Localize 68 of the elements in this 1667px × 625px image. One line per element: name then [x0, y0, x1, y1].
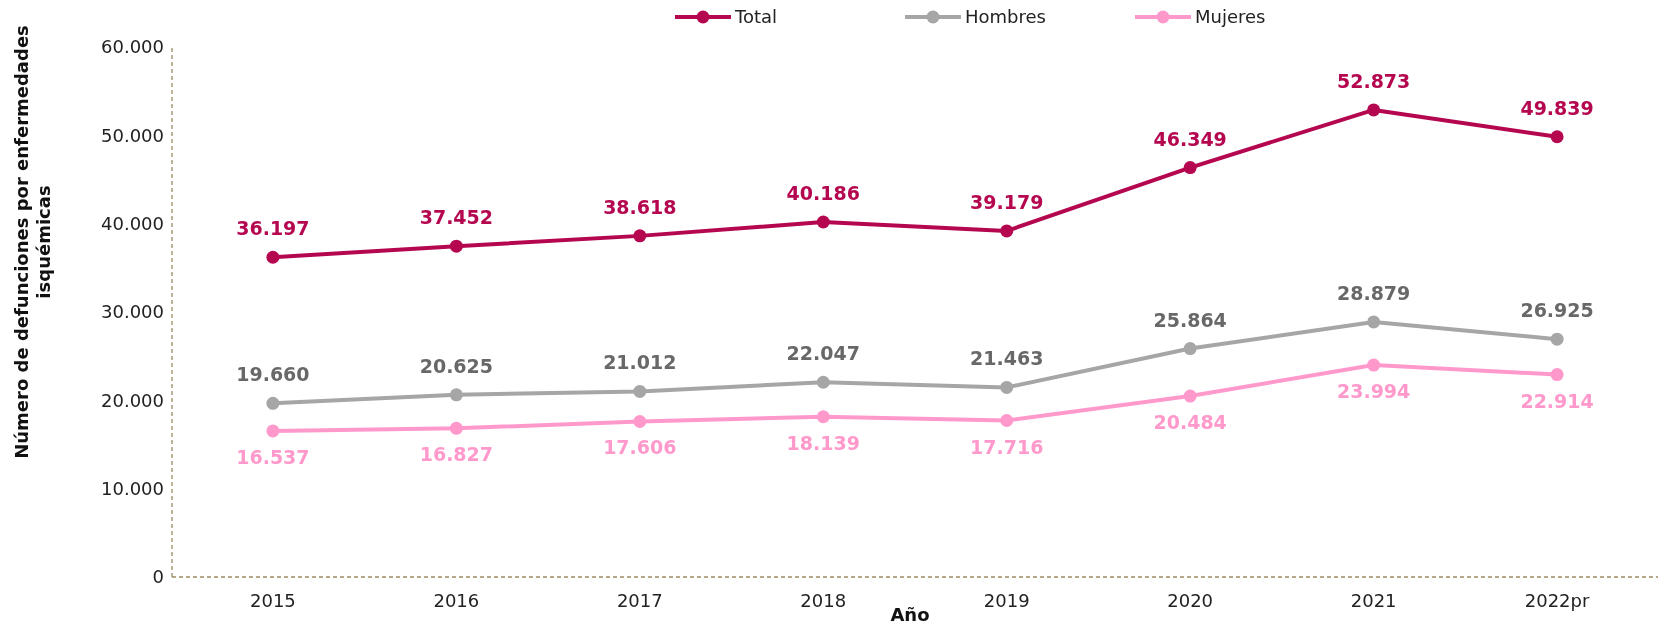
legend-label: Mujeres	[1195, 6, 1266, 28]
data-label: 49.839	[1520, 96, 1594, 119]
x-tick-label: 2015	[249, 590, 296, 611]
point	[1367, 358, 1381, 372]
x-axis-title: Año	[890, 604, 930, 625]
data-label: 21.012	[603, 351, 677, 374]
point	[1367, 315, 1381, 329]
data-label: 22.047	[786, 342, 860, 365]
point	[449, 421, 463, 435]
data-label: 36.197	[236, 217, 310, 240]
point	[1183, 161, 1197, 175]
y-tick-label: 60.000	[101, 36, 164, 58]
x-tick-label: 2020	[1167, 590, 1214, 611]
data-label: 19.660	[236, 363, 310, 386]
data-label: 39.179	[970, 190, 1044, 213]
point	[1550, 368, 1564, 382]
point	[266, 424, 280, 438]
point	[1550, 130, 1564, 144]
point	[1550, 332, 1564, 346]
point	[1183, 389, 1197, 403]
y-tick-label: 30.000	[101, 301, 164, 323]
data-label: 40.186	[786, 182, 860, 205]
data-label: 16.537	[236, 445, 310, 468]
data-label: 37.452	[419, 206, 494, 229]
y-tick-label: 40.000	[101, 212, 164, 234]
y-tick-label: 50.000	[101, 124, 164, 146]
point	[816, 215, 830, 229]
point	[266, 396, 280, 410]
point	[1000, 380, 1014, 394]
y-tick-label: 10.000	[101, 477, 164, 499]
y-tick-label: 0	[152, 566, 164, 588]
data-label: 28.879	[1336, 281, 1411, 304]
point	[266, 250, 280, 264]
point	[633, 384, 647, 398]
x-tick-label: 2018	[800, 590, 847, 611]
point	[449, 388, 463, 402]
data-label: 46.349	[1153, 127, 1227, 150]
point	[1000, 414, 1014, 428]
point	[1183, 342, 1197, 356]
x-tick-label: 2017	[616, 590, 663, 611]
legend-label: Hombres	[965, 6, 1046, 28]
x-tick-label: 2021	[1350, 590, 1397, 611]
point	[633, 414, 647, 428]
data-label: 26.925	[1520, 299, 1594, 322]
data-label: 22.914	[1520, 389, 1594, 412]
data-label: 18.139	[786, 431, 860, 454]
point	[816, 410, 830, 424]
y-axis-title: Número de defunciones por enfermedades isquémicas	[11, 25, 54, 459]
x-tick-label: 2016	[433, 590, 480, 611]
point	[449, 239, 463, 253]
data-label: 20.625	[419, 354, 494, 377]
legend-label: Total	[734, 6, 778, 28]
point	[816, 375, 830, 389]
x-tick-label: 2022pr	[1524, 590, 1591, 611]
data-label: 16.827	[419, 443, 494, 466]
data-label: 52.873	[1336, 69, 1411, 92]
y-tick-label: 20.000	[101, 389, 164, 411]
data-label: 17.716	[970, 435, 1044, 458]
data-label: 25.864	[1153, 308, 1227, 331]
data-label: 23.994	[1336, 380, 1411, 403]
x-tick-label: 2019	[983, 590, 1030, 611]
point	[633, 229, 647, 243]
point	[1000, 224, 1014, 238]
data-label: 17.606	[603, 436, 677, 459]
data-label: 20.484	[1153, 411, 1227, 434]
data-label: 38.618	[603, 195, 677, 218]
data-label: 21.463	[970, 347, 1044, 370]
point	[1367, 103, 1381, 117]
